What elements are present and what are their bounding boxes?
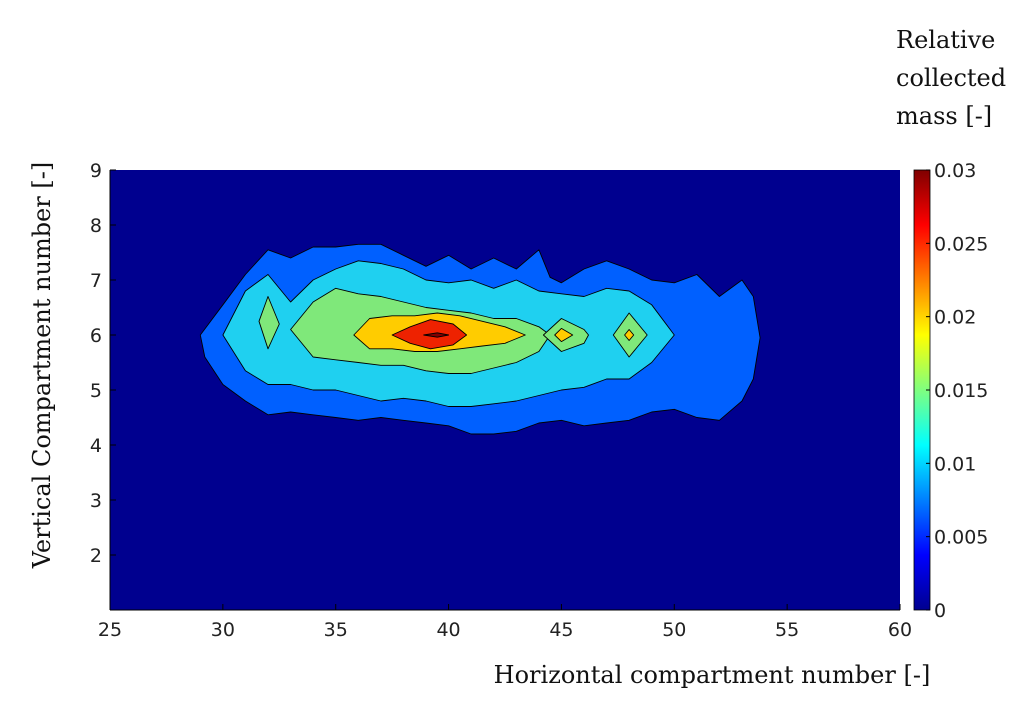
colorbar-tick-label-1: 0.005 <box>934 527 988 549</box>
y-axis-title: Vertical Compartment number [-] <box>28 162 56 569</box>
colorbar-tick-label-6: 0.03 <box>934 160 976 182</box>
contour-region-7 <box>554 327 574 343</box>
colorbar: 0 0.005 0.01 0.015 0.02 0.025 0.03 <box>913 160 988 622</box>
colorbar-title: Relative collected mass [-] <box>896 26 1006 130</box>
x-tick-label-3: 40 <box>436 619 460 641</box>
x-tick-label-6: 55 <box>775 619 799 641</box>
y-tick-label-4: 6 <box>90 325 102 347</box>
x-axis-title: Horizontal compartment number [-] <box>494 661 931 689</box>
plot-area <box>110 170 900 610</box>
contour-region-10 <box>423 332 450 338</box>
colorbar-tick-label-2: 0.01 <box>934 453 976 475</box>
colorbar-tick-label-4: 0.02 <box>934 307 976 329</box>
x-tick-label-7: 60 <box>888 619 912 641</box>
x-tick-label-4: 45 <box>549 619 573 641</box>
y-tick-label-7: 9 <box>90 160 102 182</box>
colorbar-tick-label-0: 0 <box>934 600 946 622</box>
y-tick-label-6: 8 <box>90 215 102 237</box>
colorbar-title-line-0: Relative <box>896 26 995 54</box>
x-tick-label-2: 35 <box>324 619 348 641</box>
colorbar-tick-label-3: 0.015 <box>934 380 988 402</box>
colorbar-title-line-1: collected <box>896 64 1006 92</box>
y-tick-label-3: 5 <box>90 380 102 402</box>
x-tick-label-0: 25 <box>98 619 122 641</box>
y-tick-label-1: 3 <box>90 490 102 512</box>
contour-region-2 <box>258 296 280 350</box>
y-tick-label-2: 4 <box>90 435 102 457</box>
x-tick-label-5: 50 <box>662 619 686 641</box>
contour-region-8 <box>624 329 635 341</box>
y-tick-label-5: 7 <box>90 270 102 292</box>
colorbar-title-line-2: mass [-] <box>896 102 992 130</box>
y-tick-label-0: 2 <box>90 545 102 567</box>
colorbar-tick-label-5: 0.025 <box>934 233 988 255</box>
x-tick-label-1: 30 <box>211 619 235 641</box>
